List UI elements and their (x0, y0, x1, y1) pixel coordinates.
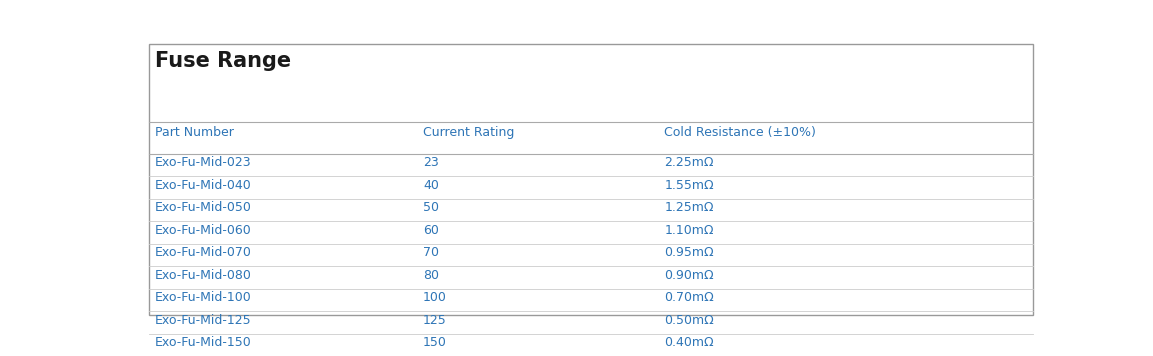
Text: Exo-Fu-Mid-080: Exo-Fu-Mid-080 (155, 269, 251, 282)
Text: 125: 125 (423, 314, 446, 327)
Text: 60: 60 (423, 224, 439, 237)
Text: Fuse Range: Fuse Range (155, 51, 291, 71)
Text: 40: 40 (423, 179, 439, 192)
Text: 150: 150 (423, 336, 447, 349)
Text: Exo-Fu-Mid-070: Exo-Fu-Mid-070 (155, 246, 251, 260)
Text: 0.90mΩ: 0.90mΩ (664, 269, 714, 282)
Text: Exo-Fu-Mid-040: Exo-Fu-Mid-040 (155, 179, 251, 192)
Text: 0.95mΩ: 0.95mΩ (664, 246, 714, 260)
Text: Cold Resistance (±10%): Cold Resistance (±10%) (664, 126, 816, 138)
Text: Exo-Fu-Mid-100: Exo-Fu-Mid-100 (155, 291, 251, 304)
Text: 0.40mΩ: 0.40mΩ (664, 336, 714, 349)
Text: 23: 23 (423, 157, 438, 169)
Text: Exo-Fu-Mid-050: Exo-Fu-Mid-050 (155, 201, 251, 214)
Text: Exo-Fu-Mid-150: Exo-Fu-Mid-150 (155, 336, 251, 349)
Text: 50: 50 (423, 201, 439, 214)
Text: 0.50mΩ: 0.50mΩ (664, 314, 714, 327)
Text: Exo-Fu-Mid-060: Exo-Fu-Mid-060 (155, 224, 251, 237)
Text: 1.55mΩ: 1.55mΩ (664, 179, 714, 192)
Text: Exo-Fu-Mid-023: Exo-Fu-Mid-023 (155, 157, 251, 169)
Text: 1.25mΩ: 1.25mΩ (664, 201, 714, 214)
Text: 70: 70 (423, 246, 439, 260)
Text: Exo-Fu-Mid-125: Exo-Fu-Mid-125 (155, 314, 251, 327)
Text: 0.70mΩ: 0.70mΩ (664, 291, 714, 304)
Text: Current Rating: Current Rating (423, 126, 514, 138)
Text: 80: 80 (423, 269, 439, 282)
Text: 2.25mΩ: 2.25mΩ (664, 157, 714, 169)
Text: 100: 100 (423, 291, 447, 304)
Text: Part Number: Part Number (155, 126, 234, 138)
Text: 1.10mΩ: 1.10mΩ (664, 224, 714, 237)
